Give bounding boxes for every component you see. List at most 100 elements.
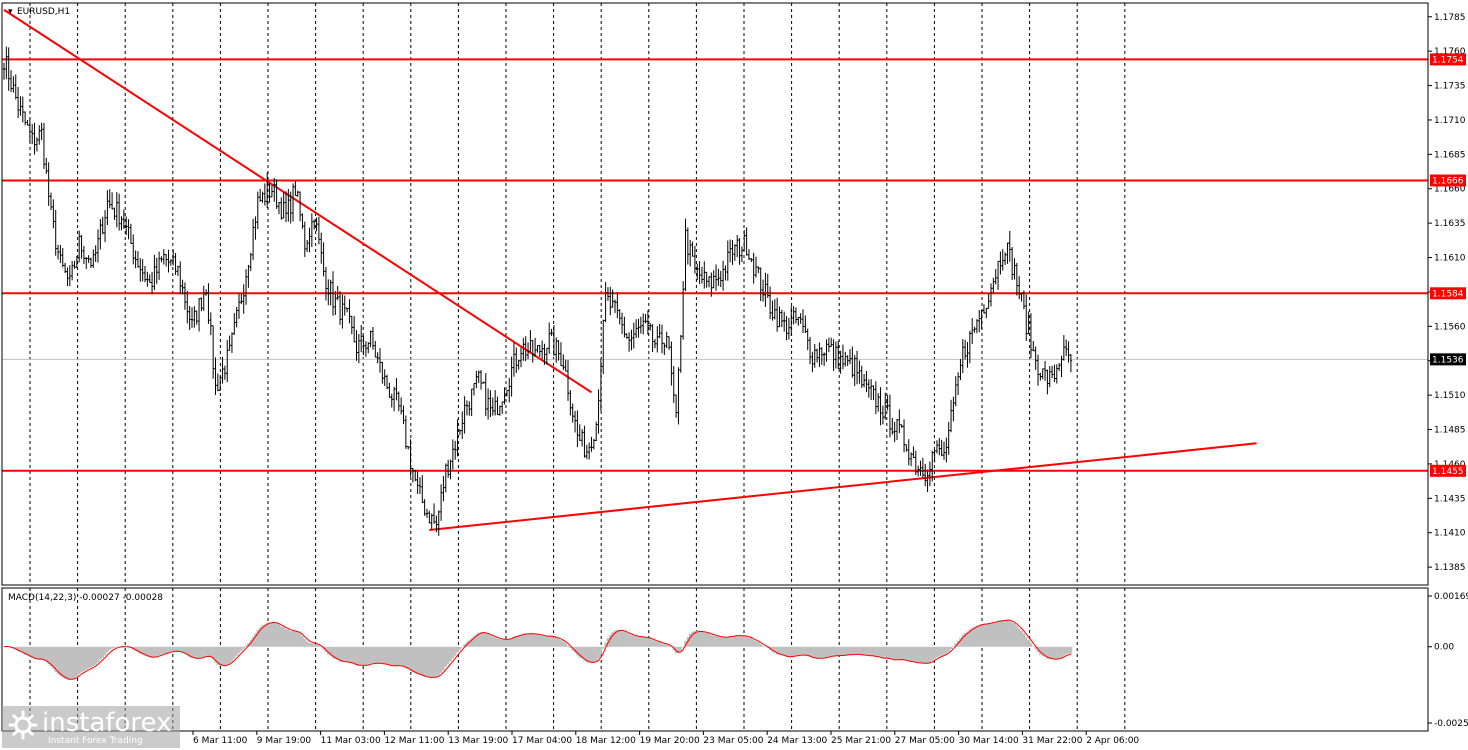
candle [696, 263, 699, 281]
candle [949, 399, 953, 433]
candle [1020, 292, 1023, 302]
candle [110, 192, 114, 210]
candle [385, 374, 389, 390]
candle [1010, 247, 1014, 281]
main-frame [1, 2, 1429, 586]
candle [355, 330, 358, 361]
candle [710, 272, 713, 297]
candle [919, 460, 922, 476]
candle [204, 289, 208, 296]
candle [999, 251, 1002, 275]
candle [590, 436, 593, 452]
candle [644, 313, 647, 324]
candle [155, 257, 158, 284]
candles [2, 46, 1073, 536]
candle [134, 250, 137, 269]
candle [388, 382, 391, 398]
candle [595, 421, 598, 442]
candle [862, 374, 866, 388]
candle [407, 445, 410, 450]
candle [639, 316, 643, 334]
candle [952, 396, 955, 422]
candle [822, 352, 826, 366]
candle [571, 403, 574, 423]
candle [1029, 313, 1033, 359]
candle [832, 339, 835, 371]
candle [778, 306, 781, 328]
candle [881, 405, 885, 425]
candle [1060, 355, 1063, 378]
candle [99, 219, 102, 250]
price-tick-label: 1.1385 [1434, 563, 1466, 573]
candle [146, 271, 149, 287]
symbol-dropdown-icon[interactable]: ▾ [8, 7, 13, 17]
candle [721, 260, 725, 291]
candle [526, 342, 530, 360]
candle [820, 347, 823, 365]
candle [717, 268, 720, 286]
candle [891, 417, 894, 435]
candle [179, 261, 182, 294]
candle [872, 385, 875, 400]
candle [80, 235, 83, 259]
candle [531, 340, 534, 363]
candle [468, 401, 471, 416]
price-tick-label: 1.1635 [1434, 219, 1466, 229]
time-tick-label: 6 Mar 11:00 [193, 736, 248, 746]
candle [961, 339, 964, 374]
candle [989, 283, 993, 307]
candle [900, 424, 903, 428]
candle [719, 270, 722, 288]
candle [787, 317, 791, 340]
candle [207, 283, 210, 324]
candle [703, 261, 706, 289]
candle [315, 217, 318, 232]
candle [935, 440, 939, 454]
candle [454, 440, 457, 460]
candle [395, 378, 398, 401]
candle [287, 189, 290, 222]
candle [221, 356, 224, 384]
candle [691, 241, 694, 257]
candle [726, 240, 729, 281]
candle [1067, 341, 1070, 363]
price-tick-label: 1.1485 [1434, 426, 1466, 436]
watermark-logo: instaforex Instant Forex Trading [2, 706, 180, 748]
candle [576, 410, 579, 448]
candle [374, 340, 377, 358]
time-tick-label: 24 Mar 13:00 [767, 736, 827, 746]
candle [616, 291, 619, 319]
candle [712, 270, 715, 289]
candle [550, 328, 553, 336]
candle [580, 429, 584, 447]
level-label: 1.1666 [1432, 176, 1464, 186]
candle [92, 249, 95, 268]
time-tick-label: 13 Mar 19:00 [448, 736, 508, 746]
candle [555, 337, 558, 363]
candle [627, 332, 631, 352]
candle [909, 452, 913, 467]
candle [200, 297, 203, 312]
candle [637, 318, 640, 338]
candle [602, 319, 605, 375]
candle [515, 347, 518, 373]
candle [954, 376, 957, 407]
candle [564, 359, 567, 372]
candle [752, 252, 755, 284]
candle [31, 124, 34, 145]
candle [87, 255, 90, 263]
candle [150, 271, 154, 295]
level-label: 1.1455 [1432, 467, 1464, 477]
candle [63, 262, 67, 274]
candle [642, 313, 645, 335]
watermark-tagline: Instant Forex Trading [48, 736, 143, 746]
candle [559, 342, 563, 367]
price-tick-label: 1.1510 [1434, 391, 1466, 401]
candle [33, 122, 36, 155]
candle [296, 190, 299, 197]
candle [806, 328, 809, 351]
candle [103, 210, 107, 242]
level-labels: 1.1754 1.1666 1.1584 1.1455 1.1536 [1430, 53, 1466, 477]
candle [585, 444, 588, 460]
